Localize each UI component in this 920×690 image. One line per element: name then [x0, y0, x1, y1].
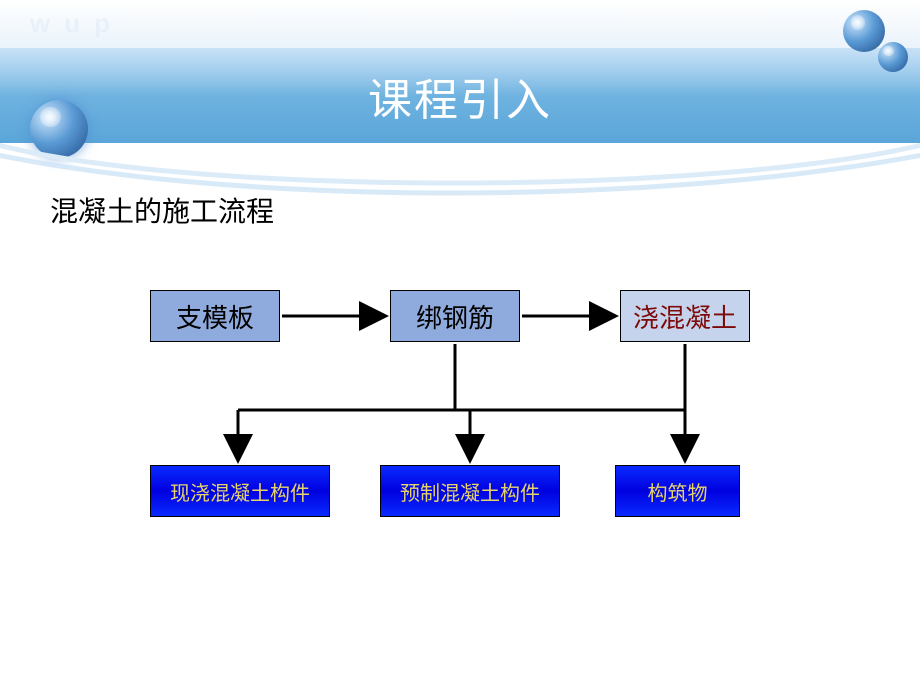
sphere-decoration-small-2: [878, 42, 908, 72]
box-label: 构筑物: [648, 477, 708, 506]
flow-box-precast: 预制混凝土构件: [380, 465, 560, 517]
subtitle: 混凝土的施工流程: [50, 190, 870, 230]
top-strip: wup: [0, 0, 920, 48]
box-label: 支模板: [176, 298, 254, 335]
flow-box-structures: 构筑物: [615, 465, 740, 517]
slide-title: 课程引入: [368, 64, 552, 128]
sphere-decoration-small-1: [843, 10, 885, 52]
box-label: 现浇混凝土构件: [170, 477, 310, 506]
flowchart: 支模板 绑钢筋 浇混凝土 现浇混凝土构件 预制混凝土构件 构筑物: [110, 280, 870, 560]
box-label: 预制混凝土构件: [400, 477, 540, 506]
box-label: 浇混凝土: [633, 298, 737, 335]
flow-box-pour-concrete: 浇混凝土: [620, 290, 750, 342]
flow-box-cast-in-place: 现浇混凝土构件: [150, 465, 330, 517]
watermark: wup: [30, 8, 124, 39]
flow-box-tie-rebar: 绑钢筋: [390, 290, 520, 342]
flow-box-support-formwork: 支模板: [150, 290, 280, 342]
content-area: 混凝土的施工流程 支模板 绑钢筋 浇混凝土 现浇混凝土构件 预制混凝土构件 构筑…: [50, 190, 870, 560]
slide-header: 课程引入: [0, 48, 920, 143]
box-label: 绑钢筋: [416, 298, 494, 335]
